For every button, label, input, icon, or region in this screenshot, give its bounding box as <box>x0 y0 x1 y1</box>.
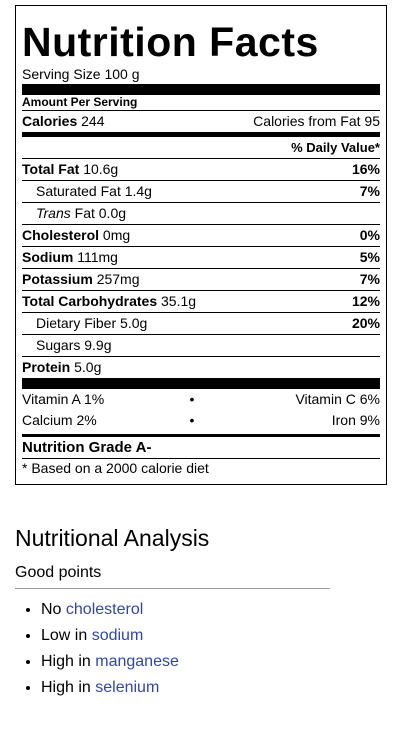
nutrient-label: Saturated Fat <box>36 183 121 199</box>
bullet: • <box>189 412 195 428</box>
nutrient-dv: 5% <box>359 249 380 265</box>
nutrient-label: Total Carbohydrates <box>22 293 158 309</box>
calories-from-fat: Calories from Fat 95 <box>253 113 380 129</box>
nutrient-label: Sodium <box>22 249 74 265</box>
nutrient-row-dietary-fiber: Dietary Fiber 5.0g 20% <box>22 312 380 334</box>
vitamin-row-1: Vitamin A 1% • Vitamin C 6% <box>22 389 380 410</box>
list-item: Low in sodium <box>41 623 330 649</box>
calories-label: Calories <box>22 113 78 129</box>
list-item: No cholesterol <box>41 597 330 623</box>
vitamin-row-2: Calcium 2% • Iron 9% <box>22 410 380 431</box>
daily-value-header-row: % Daily Value* <box>22 137 380 158</box>
nutrient-label: Fat <box>74 205 95 221</box>
nutrient-label: Protein <box>22 359 71 375</box>
nutrient-dv: 0% <box>359 227 380 243</box>
vitamin-c: Vitamin C 6% <box>295 391 380 407</box>
nutrient-row-saturated-fat: Saturated Fat 1.4g 7% <box>22 180 380 202</box>
nutrient-row-sodium: Sodium 111mg 5% <box>22 246 380 268</box>
daily-value-header: % Daily Value* <box>291 140 380 155</box>
analysis-heading: Nutritional Analysis <box>15 525 210 551</box>
footnote: * Based on a 2000 calorie diet <box>22 458 380 478</box>
amount-per-serving: Amount Per Serving <box>22 95 138 109</box>
good-points-list: No cholesterol Low in sodium High in man… <box>15 597 330 701</box>
nutrient-label: Total Fat <box>22 161 80 177</box>
medium-divider <box>22 132 380 137</box>
nutrient-row-total-fat: Total Fat 10.6g 16% <box>22 158 380 180</box>
nutrient-label: Cholesterol <box>22 227 100 243</box>
list-item: High in selenium <box>41 675 330 701</box>
nutrition-grade: Nutrition Grade A- <box>22 439 152 456</box>
nutrient-dv: 12% <box>351 293 380 309</box>
nutrient-label: Sugars <box>36 337 81 353</box>
calcium: Calcium 2% <box>22 412 97 428</box>
nutrient-amount: 257mg <box>96 271 140 287</box>
nutrient-label-italic: Trans <box>36 205 71 221</box>
selenium-link[interactable]: selenium <box>95 679 160 696</box>
nutrient-dv: 7% <box>359 183 380 199</box>
nutrient-row-protein: Protein 5.0g <box>22 356 380 378</box>
nutrient-amount: 5.0g <box>74 359 102 375</box>
thick-divider <box>22 84 380 95</box>
nutrient-amount: 9.9g <box>84 337 112 353</box>
nutrient-row-total-carbohydrates: Total Carbohydrates 35.1g 12% <box>22 290 380 312</box>
thick-divider <box>22 378 380 389</box>
nutrient-dv: 16% <box>351 161 380 177</box>
nutrient-amount: 5.0g <box>120 315 148 331</box>
nutrient-dv: 7% <box>359 271 380 287</box>
nutrient-dv: 20% <box>351 315 380 331</box>
nutrient-row-trans-fat: Trans Fat 0.0g <box>22 202 380 224</box>
nutrient-amount: 0mg <box>102 227 131 243</box>
serving-size: Serving Size 100 g <box>22 66 140 82</box>
calories-row: Calories 244 Calories from Fat 95 <box>22 110 380 132</box>
bullet: • <box>189 391 195 407</box>
calories-value: 244 <box>81 113 105 129</box>
nutrient-row-potassium: Potassium 257mg 7% <box>22 268 380 290</box>
nutrient-label: Dietary Fiber <box>36 315 117 331</box>
nutrient-amount: 1.4g <box>124 183 152 199</box>
nutritional-analysis: Nutritional Analysis Good points No chol… <box>15 524 330 701</box>
vitamin-a: Vitamin A 1% <box>22 391 105 407</box>
cholesterol-link[interactable]: cholesterol <box>65 601 144 618</box>
nutrition-facts-label: Nutrition Facts Serving Size 100 g Amoun… <box>15 5 387 485</box>
list-item: High in manganese <box>41 649 330 675</box>
manganese-link[interactable]: manganese <box>95 653 179 670</box>
medium-divider <box>22 434 380 437</box>
nutrient-amount: 0.0g <box>98 205 127 221</box>
nutrient-row-cholesterol: Cholesterol 0mg 0% <box>22 224 380 246</box>
nutrient-amount: 35.1g <box>161 293 197 309</box>
nutrition-facts-title: Nutrition Facts <box>22 19 319 65</box>
sodium-link[interactable]: sodium <box>91 627 144 644</box>
nutrient-amount: 10.6g <box>83 161 119 177</box>
good-points-heading: Good points <box>15 562 330 589</box>
iron: Iron 9% <box>331 412 380 428</box>
nutrient-row-sugars: Sugars 9.9g <box>22 334 380 356</box>
nutrient-amount: 111mg <box>77 249 118 265</box>
nutrient-label: Potassium <box>22 271 93 287</box>
